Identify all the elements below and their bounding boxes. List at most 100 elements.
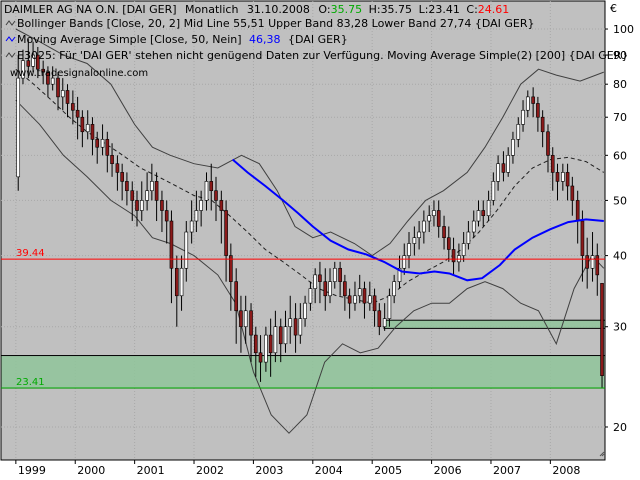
candle-body-up bbox=[561, 172, 565, 182]
candle bbox=[253, 326, 258, 377]
candle bbox=[451, 237, 456, 275]
candle bbox=[516, 117, 521, 148]
candle-body-down bbox=[41, 68, 45, 73]
y-tick-label: 30 bbox=[613, 321, 627, 334]
legend-open-label: O: bbox=[318, 3, 330, 16]
candle-body-up bbox=[496, 163, 500, 182]
candle-body-up bbox=[303, 302, 307, 319]
candle bbox=[338, 261, 342, 296]
candle-body-up bbox=[139, 200, 144, 211]
candle-body-up bbox=[298, 318, 303, 336]
candle bbox=[511, 131, 515, 164]
candle bbox=[600, 283, 604, 389]
legend-high-value: 35.75 bbox=[381, 3, 413, 16]
candle-body-down bbox=[546, 131, 550, 156]
candle-body-up bbox=[407, 243, 411, 256]
candle-body-down bbox=[130, 190, 135, 201]
candle bbox=[481, 200, 486, 227]
candle bbox=[332, 261, 337, 289]
candle bbox=[229, 243, 233, 311]
candle bbox=[427, 205, 432, 233]
resize-grip-icon[interactable] bbox=[599, 451, 605, 457]
legend-sma-value: 46,38 bbox=[249, 33, 281, 46]
price-levels: 39.44 23.41 bbox=[1, 248, 605, 389]
candle-body-up bbox=[511, 139, 515, 156]
bollinger-upper-line bbox=[15, 28, 604, 257]
candle-body-up bbox=[506, 155, 510, 173]
candle bbox=[561, 163, 565, 191]
candle-body-down bbox=[75, 109, 80, 118]
candle bbox=[115, 155, 120, 191]
candle-body-down bbox=[154, 181, 159, 201]
candle bbox=[16, 55, 21, 191]
candle bbox=[550, 147, 555, 191]
candle bbox=[194, 190, 199, 233]
candle-body-up bbox=[521, 109, 525, 125]
legend-bollinger-row: Bollinger Bands [Close, 20, 2] Mid Line … bbox=[5, 17, 534, 30]
candle bbox=[368, 281, 372, 311]
legend-open-value: 35.75 bbox=[331, 3, 363, 16]
candle-body-up bbox=[387, 295, 392, 319]
candle-body-up bbox=[382, 318, 387, 328]
candle-body-up bbox=[145, 190, 149, 201]
candle bbox=[565, 163, 570, 201]
bollinger-lower-line bbox=[15, 99, 605, 434]
y-tick-label: 70 bbox=[613, 111, 627, 124]
candle-body-down bbox=[56, 77, 60, 98]
y-tick-label: 90 bbox=[613, 49, 627, 62]
candle-body-down bbox=[501, 163, 506, 173]
candle-body-down bbox=[71, 103, 75, 111]
candle bbox=[506, 147, 510, 177]
candle bbox=[343, 274, 347, 311]
candle-body-down bbox=[318, 274, 322, 282]
candle bbox=[323, 268, 328, 311]
legend-period: Monatlich bbox=[185, 3, 238, 16]
candle-body-up bbox=[471, 220, 476, 233]
x-tick-label: 1999 bbox=[18, 464, 46, 477]
candle-body-up bbox=[150, 181, 154, 192]
candle bbox=[357, 274, 362, 304]
candle bbox=[164, 200, 169, 244]
candle bbox=[130, 181, 135, 222]
y-tick-label: 60 bbox=[613, 149, 627, 162]
support-label: 23.41 bbox=[16, 377, 45, 388]
candle-body-up bbox=[288, 318, 293, 328]
candle bbox=[555, 163, 560, 201]
candle-body-up bbox=[353, 295, 357, 304]
y-tick-label: 40 bbox=[613, 250, 627, 263]
candle bbox=[100, 124, 105, 156]
candle-body-down bbox=[555, 172, 560, 182]
candle-body-up bbox=[16, 77, 21, 178]
support-zone bbox=[383, 319, 606, 329]
legend-warning: E3025: Für 'DAI GER' stehen nicht genüge… bbox=[17, 49, 628, 62]
candle-body-up bbox=[264, 334, 268, 363]
candle bbox=[243, 295, 248, 344]
candle-body-up bbox=[50, 77, 55, 85]
x-tick-label: 2001 bbox=[137, 464, 165, 477]
candle-body-up bbox=[357, 288, 362, 297]
candle-body-down bbox=[377, 310, 382, 328]
candle bbox=[546, 124, 550, 173]
candle bbox=[160, 190, 164, 233]
candle-body-up bbox=[412, 237, 417, 244]
candle bbox=[120, 163, 124, 201]
candle-body-up bbox=[397, 267, 402, 282]
candle-body-down bbox=[338, 267, 342, 282]
candle-body-up bbox=[199, 200, 203, 211]
legend-sma-prefix: Moving Average Simple [Close, 50, Nein] bbox=[17, 33, 242, 46]
sma-line-icon bbox=[5, 36, 16, 42]
candle bbox=[85, 110, 90, 140]
candle bbox=[313, 268, 317, 304]
candle bbox=[486, 190, 491, 222]
candle-body-down bbox=[372, 295, 377, 312]
legend: DAIMLER AG NA O.N. [DAI GER] Monatlich 3… bbox=[4, 3, 628, 79]
candle bbox=[447, 226, 451, 262]
candle bbox=[417, 221, 421, 250]
candle-body-down bbox=[224, 210, 228, 256]
candle bbox=[283, 310, 288, 353]
candle-body-down bbox=[239, 310, 243, 328]
y-tick-label: 100 bbox=[613, 23, 634, 36]
candle bbox=[31, 41, 35, 73]
candle bbox=[407, 232, 411, 269]
